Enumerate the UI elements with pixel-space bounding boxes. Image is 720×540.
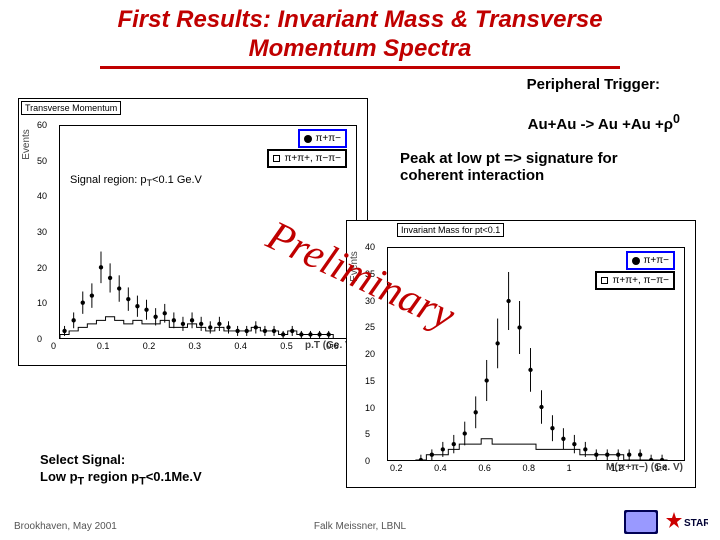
footer-center: Falk Meissner, LBNL: [314, 521, 406, 532]
chart2-legend-2-label: π+π+, π−π−: [612, 275, 669, 286]
subtitle: Peripheral Trigger:: [527, 76, 660, 93]
reaction-main: Au+Au -> Au +Au +ρ: [528, 116, 673, 133]
chart1-ylabel: Events: [21, 129, 32, 160]
lab-logo-icon: [624, 510, 658, 534]
title-underline: [100, 66, 620, 69]
chart1-legend-1-label: π+π−: [316, 133, 341, 144]
open-marker-icon: [273, 155, 280, 162]
signal-region-text: Signal region: pT<0.1 Ge.V: [70, 174, 202, 188]
open-marker-icon: [601, 277, 608, 284]
chart2-legend-1-label: π+π−: [644, 255, 669, 266]
chart2-title-box: Invariant Mass for pt<0.1: [397, 223, 504, 237]
chart-invariant-mass: Invariant Mass for pt<0.1 Events M(π+π−)…: [346, 220, 696, 488]
peak-text: Peak at low pt => signature for coherent…: [400, 150, 660, 184]
filled-marker-icon: [304, 135, 312, 143]
footer-left: Brookhaven, May 2001: [14, 521, 117, 532]
chart2-ylabel: Events: [349, 251, 360, 282]
chart2-legend-1: π+π−: [626, 251, 675, 270]
chart2-legend-2: π+π+, π−π−: [595, 271, 675, 290]
logo-area: STAR: [624, 510, 708, 534]
select-signal-text: Select Signal: Low pT region pT<0.1Me.V: [40, 452, 202, 489]
title-line-1: First Results: Invariant Mass & Transver…: [10, 6, 710, 35]
star-logo-icon: STAR: [664, 510, 708, 534]
chart1-legend-2: π+π+, π−π−: [267, 149, 347, 168]
page-title: First Results: Invariant Mass & Transver…: [0, 0, 720, 66]
title-line-2: Momentum Spectra: [10, 35, 710, 64]
reaction-text: Au+Au -> Au +Au +ρ0: [528, 112, 680, 133]
svg-text:STAR: STAR: [684, 518, 708, 529]
chart1-legend-2-label: π+π+, π−π−: [284, 153, 341, 164]
reaction-sup: 0: [673, 112, 680, 126]
chart1-legend-1: π+π−: [298, 129, 347, 148]
chart-transverse-momentum: Transverse Momentum Events p.T (Ge. V) 0…: [18, 98, 368, 366]
filled-marker-icon: [632, 257, 640, 265]
chart1-title-box: Transverse Momentum: [21, 101, 121, 115]
